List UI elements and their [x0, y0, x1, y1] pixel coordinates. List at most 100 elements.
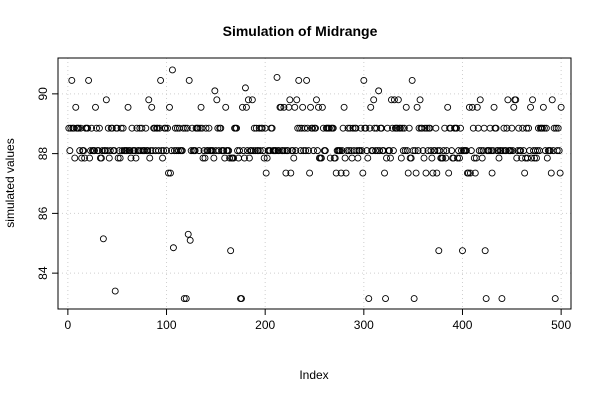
data-point: [262, 169, 270, 177]
data-point: [227, 247, 235, 255]
data-point: [98, 147, 106, 155]
data-point: [108, 124, 116, 132]
data-point: [470, 154, 478, 162]
data-point: [349, 124, 357, 132]
data-point: [81, 154, 89, 162]
data-point: [340, 103, 348, 111]
data-point: [369, 147, 377, 155]
data-point: [332, 169, 340, 177]
data-point: [88, 124, 95, 132]
data-point: [398, 124, 406, 132]
data-point: [210, 154, 218, 162]
data-point: [468, 103, 476, 111]
x-tick-label: 500: [551, 318, 571, 332]
data-point: [194, 124, 202, 132]
data-point: [362, 124, 370, 132]
data-point: [75, 124, 83, 132]
data-point: [242, 103, 250, 111]
data-point: [102, 96, 110, 104]
data-point: [293, 96, 301, 104]
data-point: [68, 76, 76, 84]
data-point: [182, 295, 190, 302]
data-point: [105, 154, 113, 162]
data-point: [295, 76, 303, 84]
data-point: [286, 96, 294, 104]
data-point: [84, 124, 92, 132]
data-point: [405, 124, 413, 132]
data-point: [184, 230, 192, 238]
data-point: [309, 124, 316, 132]
data-point: [117, 124, 125, 132]
x-tick-label: 200: [255, 318, 275, 332]
data-point: [478, 154, 486, 162]
data-point: [321, 147, 329, 155]
data-point: [151, 124, 159, 132]
data-point: [249, 147, 257, 155]
data-point: [128, 124, 136, 132]
data-point: [258, 124, 266, 132]
data-point: [133, 124, 141, 132]
data-point: [303, 76, 311, 84]
x-axis: 0 100 200 300 400 500: [65, 308, 571, 332]
data-point: [492, 124, 500, 132]
data-point: [277, 103, 285, 111]
data-point: [353, 147, 361, 155]
data-point: [124, 103, 132, 111]
data-point: [91, 147, 98, 155]
data-point: [155, 147, 163, 155]
data-point: [356, 147, 364, 155]
data-point: [410, 295, 418, 302]
data-point: [178, 147, 186, 155]
data-point: [159, 154, 167, 162]
data-point: [284, 147, 292, 155]
data-point: [325, 124, 333, 132]
data-point: [106, 147, 114, 155]
data-point: [542, 124, 550, 132]
data-point: [433, 169, 441, 177]
data-point: [160, 147, 168, 155]
data-point: [381, 169, 388, 177]
data-point: [181, 124, 189, 132]
data-point: [475, 147, 483, 155]
data-point: [144, 147, 152, 155]
data-point: [404, 169, 412, 177]
data-point: [512, 96, 520, 104]
data-point: [273, 73, 281, 81]
data-point: [318, 103, 326, 111]
data-point: [408, 76, 416, 84]
data-point: [314, 147, 321, 155]
data-point: [114, 154, 122, 162]
data-point: [442, 154, 450, 162]
data-point: [370, 96, 378, 104]
data-point: [260, 154, 268, 162]
data-point: [354, 154, 362, 162]
data-point: [457, 124, 464, 132]
data-point: [116, 154, 124, 162]
data-point: [205, 124, 213, 132]
data-point: [360, 76, 368, 84]
data-point: [402, 103, 410, 111]
data-point: [254, 147, 262, 155]
data-point: [510, 103, 518, 111]
data-point: [394, 96, 402, 104]
data-point: [528, 154, 535, 162]
data-point: [250, 124, 258, 132]
data-point: [119, 124, 127, 132]
data-point: [534, 147, 541, 155]
data-point: [147, 147, 155, 155]
data-point: [498, 295, 506, 302]
data-point: [482, 295, 490, 302]
data-point: [287, 169, 295, 177]
data-point: [418, 124, 426, 132]
data-point: [65, 124, 73, 132]
data-point: [473, 103, 481, 111]
data-point: [507, 147, 515, 155]
x-tick-label: 400: [452, 318, 472, 332]
data-point: [411, 147, 419, 155]
data-point: [341, 154, 349, 162]
data-point: [515, 124, 523, 132]
data-point: [413, 103, 421, 111]
data-point: [373, 124, 381, 132]
data-point: [336, 147, 344, 155]
data-point: [93, 124, 100, 132]
